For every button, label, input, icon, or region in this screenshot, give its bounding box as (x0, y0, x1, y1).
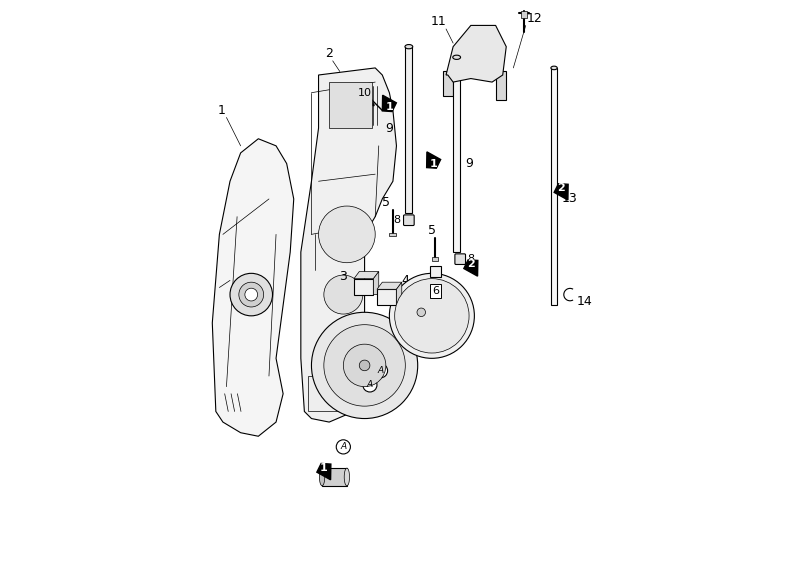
Circle shape (311, 312, 418, 419)
Polygon shape (442, 71, 453, 96)
Circle shape (324, 275, 363, 314)
Polygon shape (464, 260, 478, 276)
Text: 3: 3 (339, 270, 347, 283)
Polygon shape (446, 25, 506, 82)
Circle shape (374, 363, 388, 378)
Polygon shape (354, 271, 378, 279)
Bar (430, 266, 441, 277)
Polygon shape (496, 71, 506, 100)
Text: 4: 4 (402, 274, 410, 287)
Circle shape (336, 440, 350, 454)
Circle shape (359, 360, 370, 371)
Circle shape (390, 273, 474, 358)
Circle shape (239, 282, 264, 307)
Text: A: A (378, 366, 383, 375)
Text: 2: 2 (326, 47, 333, 60)
Bar (432, 258, 438, 261)
Ellipse shape (344, 468, 350, 486)
Bar (308, 376, 372, 412)
Polygon shape (406, 47, 412, 213)
Text: 1: 1 (218, 104, 225, 117)
Ellipse shape (453, 55, 461, 59)
Circle shape (230, 273, 273, 316)
Polygon shape (453, 58, 460, 252)
Bar (329, 82, 372, 128)
Text: 8: 8 (467, 254, 474, 264)
Polygon shape (426, 152, 441, 168)
Circle shape (324, 325, 406, 406)
Text: 10: 10 (358, 88, 371, 98)
Text: 1: 1 (320, 463, 328, 473)
Polygon shape (322, 468, 347, 486)
Polygon shape (317, 463, 331, 480)
Text: 2: 2 (558, 183, 565, 193)
Circle shape (363, 378, 377, 392)
Text: 1: 1 (430, 159, 438, 168)
Polygon shape (212, 139, 294, 436)
Circle shape (318, 206, 375, 263)
FancyBboxPatch shape (403, 215, 414, 225)
Text: 5: 5 (382, 196, 390, 209)
Circle shape (343, 344, 386, 386)
Text: 14: 14 (576, 295, 592, 308)
Text: 12: 12 (526, 12, 542, 25)
Polygon shape (551, 68, 557, 305)
Text: A: A (340, 442, 346, 451)
FancyBboxPatch shape (455, 254, 466, 264)
Bar (377, 289, 397, 305)
Bar (521, 12, 526, 18)
Text: 11: 11 (431, 16, 447, 28)
Ellipse shape (319, 468, 325, 486)
Text: 9: 9 (386, 122, 394, 135)
Polygon shape (382, 95, 396, 112)
Text: A: A (367, 381, 373, 389)
Polygon shape (397, 282, 402, 305)
Ellipse shape (551, 66, 558, 70)
Text: 8: 8 (393, 215, 400, 225)
Bar (354, 279, 374, 294)
Polygon shape (301, 68, 397, 422)
Ellipse shape (405, 44, 413, 49)
Circle shape (394, 279, 469, 353)
Text: 1: 1 (386, 102, 394, 112)
Text: 2: 2 (467, 259, 474, 270)
Polygon shape (554, 183, 568, 200)
Text: 13: 13 (562, 193, 578, 205)
Text: 5: 5 (428, 224, 436, 237)
Text: 9: 9 (465, 157, 473, 170)
Text: 6: 6 (432, 286, 439, 296)
Circle shape (417, 308, 426, 317)
Polygon shape (374, 271, 378, 294)
Circle shape (245, 288, 258, 301)
Bar (390, 233, 396, 236)
Polygon shape (377, 282, 402, 289)
